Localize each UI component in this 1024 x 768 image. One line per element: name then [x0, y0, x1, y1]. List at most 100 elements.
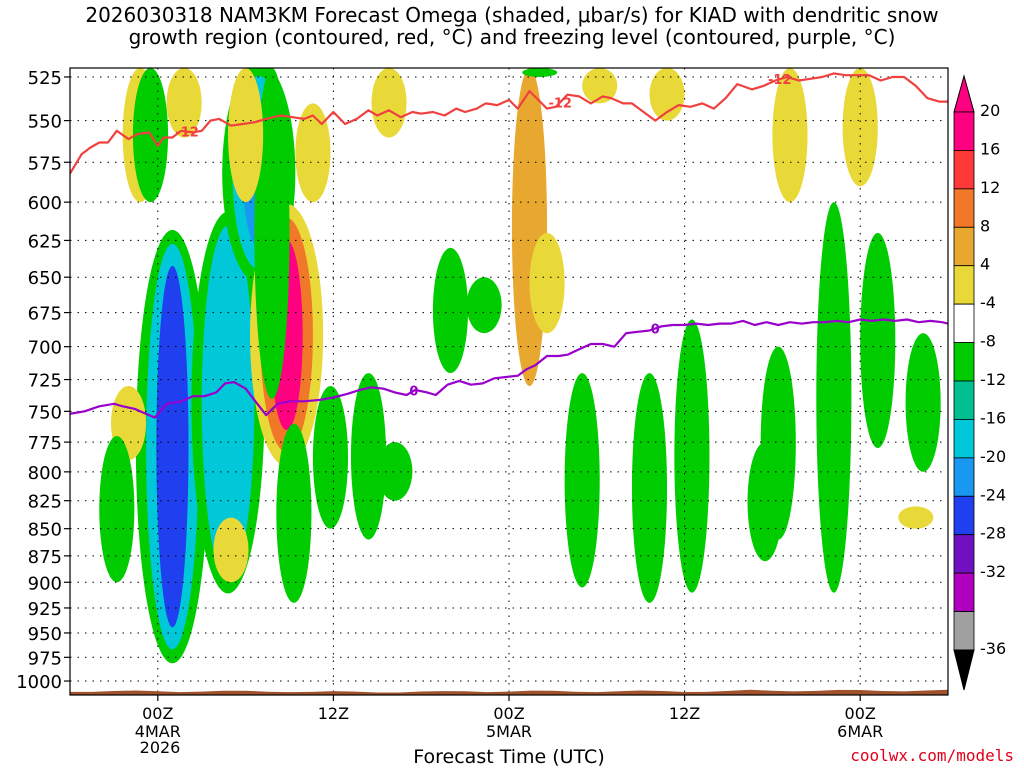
terrain	[70, 689, 948, 695]
y-tick-label: 825	[28, 492, 62, 513]
series-label: -12	[768, 73, 792, 88]
colorbar-swatch	[953, 150, 975, 190]
omega-cell	[898, 506, 934, 529]
series-line-dgz	[70, 72, 948, 175]
x-tick-date-label: 4MAR	[135, 722, 181, 741]
omega-cell	[254, 68, 290, 399]
y-axis: 525 550 575 600 625 650 675 700 725 750 775 800 825 8…	[16, 68, 70, 693]
omega-cell	[905, 333, 941, 472]
terrain-fill	[70, 689, 948, 695]
x-tick-label: 12Z	[669, 704, 700, 723]
colorbar-label: 12	[980, 178, 1000, 197]
colorbar-label: -28	[980, 524, 1006, 543]
colorbar-swatch	[953, 611, 975, 651]
y-tick-label: 975	[28, 648, 62, 669]
x-tick-date-label: 6MAR	[837, 722, 883, 741]
y-tick-label: 725	[28, 371, 62, 392]
omega-cell	[432, 247, 469, 374]
y-tick-label: 925	[28, 599, 62, 620]
colorbar-swatch	[953, 303, 975, 343]
colorbar-swatch	[953, 380, 975, 420]
omega-cell	[860, 232, 896, 449]
omega-cell	[156, 265, 189, 628]
colorbar-swatch	[953, 188, 975, 228]
omega-cell	[816, 202, 852, 593]
y-tick-label: 1000	[16, 672, 62, 693]
series-label: -12	[548, 96, 572, 111]
omega-cell	[760, 346, 796, 540]
colorbar-label: 16	[980, 139, 1000, 158]
y-tick-label: 950	[28, 624, 62, 645]
y-tick-label: 550	[28, 112, 62, 133]
series-label: 0	[651, 322, 660, 337]
y-tick-label: 525	[28, 68, 62, 89]
colorbar-label: -24	[980, 485, 1006, 504]
y-tick-label: 625	[28, 231, 62, 252]
colorbar: 20 16 12 8 4 -4 -8 -12 -16 -20 -24 -28 -32 -36	[953, 74, 1006, 691]
colorbar-swatch	[953, 419, 975, 459]
omega-cell	[842, 68, 878, 187]
omega-cell	[228, 68, 264, 203]
omega-cell	[522, 68, 558, 77]
colorbar-arrow-bottom	[953, 649, 975, 691]
y-tick-label: 750	[28, 402, 62, 423]
colorbar-swatch	[953, 226, 975, 267]
colorbar-label: -4	[980, 293, 996, 312]
omega-cell	[772, 68, 808, 203]
omega-cell	[529, 232, 565, 334]
omega-cell	[511, 68, 548, 387]
colorbar-label: 4	[980, 255, 990, 274]
colorbar-label: -12	[980, 370, 1006, 389]
omega-cell	[582, 68, 618, 104]
colorbar-label: -36	[980, 639, 1006, 658]
omega-cell	[371, 68, 407, 138]
x-axis-title: Forecast Time (UTC)	[413, 746, 605, 768]
y-tick-label: 600	[28, 193, 62, 214]
omega-cell	[312, 386, 349, 529]
colorbar-label: -32	[980, 562, 1006, 581]
colorbar-label: -16	[980, 408, 1006, 427]
title-line-1: 2026030318 NAM3KM Forecast Omega (shaded…	[85, 3, 939, 27]
colorbar-swatch	[953, 572, 975, 612]
x-tick-label: 00Z	[845, 704, 876, 723]
colorbar-arrow-top	[953, 74, 975, 113]
y-tick-label: 800	[28, 463, 62, 484]
y-tick-label: 875	[28, 547, 62, 568]
series-label: 0	[409, 385, 418, 400]
colorbar-label: 20	[980, 101, 1000, 120]
omega-cell	[295, 103, 331, 203]
omega-cell	[631, 373, 668, 603]
omega-cell	[350, 373, 387, 540]
x-tick-label: 12Z	[318, 704, 349, 723]
colorbar-label: -20	[980, 447, 1006, 466]
series-line-freezing	[70, 318, 948, 419]
omega-shading	[99, 68, 941, 664]
site-credit: coolwx.com/models	[850, 746, 1014, 765]
omega-cell	[276, 423, 312, 603]
colorbar-swatch	[953, 457, 975, 497]
colorbar-swatch	[953, 534, 975, 574]
omega-cell	[99, 436, 135, 583]
omega-cell	[377, 442, 413, 501]
colorbar-swatch	[953, 111, 975, 151]
y-tick-label: 850	[28, 520, 62, 541]
y-tick-label: 650	[28, 268, 62, 289]
chart-title: 2026030318 NAM3KM Forecast Omega (shaded…	[0, 4, 1024, 48]
x-axis-year-label: 2026	[139, 738, 181, 757]
omega-cell	[211, 247, 245, 558]
series-label: -12	[175, 126, 199, 141]
colorbar-swatch	[953, 342, 975, 382]
y-tick-label: 900	[28, 573, 62, 594]
contour-lines: -12 -12 -12 0 0	[70, 72, 948, 419]
x-tick-date-label: 5MAR	[486, 722, 532, 741]
colorbar-label: -8	[980, 332, 996, 351]
colorbar-label: 8	[980, 216, 990, 235]
x-tick-label: 00Z	[493, 704, 524, 723]
x-tick-label: 00Z	[142, 704, 173, 723]
title-line-2: growth region (contoured, red, °C) and f…	[128, 25, 896, 49]
colorbar-swatch	[953, 265, 975, 305]
omega-cell	[564, 373, 600, 588]
y-tick-label: 675	[28, 304, 62, 325]
